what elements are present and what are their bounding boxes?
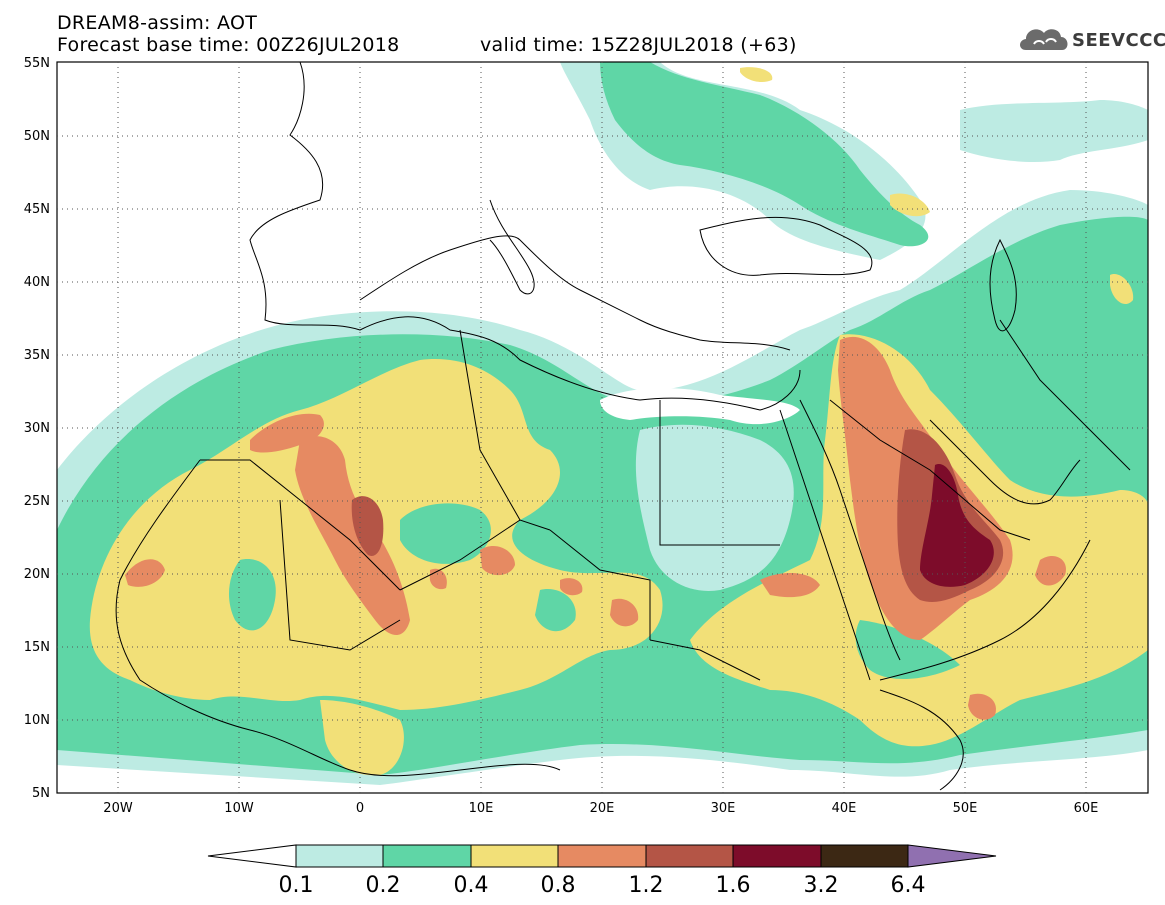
aot-level-0.2-north <box>600 62 929 247</box>
lon-label: 40E <box>832 801 857 816</box>
coast-caspian <box>989 238 1017 332</box>
aot-level-0.8-red-sea <box>760 573 820 598</box>
border-sudan <box>649 639 761 681</box>
valid-time: valid time: 15Z28JUL2018 (+63) <box>480 34 797 56</box>
lon-label: 30E <box>711 801 736 816</box>
colorbar-label: 6.4 <box>891 873 926 898</box>
border-algeria <box>200 459 401 591</box>
aot-level-0.4-caspian <box>1110 274 1134 305</box>
lat-label: 45N <box>24 202 50 217</box>
colorbar-segment <box>557 844 647 868</box>
forecast-base-time: Forecast base time: 00Z26JUL2018 <box>57 34 400 56</box>
aot-level-0.1-east <box>960 100 1148 162</box>
lat-labels: 55N 50N 45N 40N 35N 30N 25N 20N 15N 10N … <box>24 56 50 801</box>
aot-level-0.1-egypt <box>635 424 794 591</box>
coast-horn <box>879 689 964 791</box>
lon-label: 10E <box>469 801 494 816</box>
colorbar-label: 3.2 <box>804 873 839 898</box>
aot-level-0.8-sahara-3 <box>480 545 515 576</box>
colorbar <box>207 844 997 868</box>
aot-clear-egypt <box>600 388 800 425</box>
aot-level-0.2-hole-3 <box>535 589 576 632</box>
coast-italy <box>489 199 535 295</box>
graticule <box>57 62 1148 793</box>
aot-level-0.4-guinea <box>320 700 404 776</box>
border-libya <box>459 329 521 521</box>
lon-labels: 20W 10W 0 10E 20E 30E 40E 50E 60E <box>103 801 1098 816</box>
coast-arabia-south <box>879 539 1091 681</box>
aot-level-0.8-oman <box>1035 555 1066 586</box>
border-niger <box>399 519 551 591</box>
border-iran <box>999 319 1131 471</box>
lat-label: 20N <box>24 567 50 582</box>
aot-level-0.8-sahara-1 <box>295 436 410 635</box>
border-saudi <box>829 399 1031 541</box>
border-chad <box>549 529 651 640</box>
lat-label: 40N <box>24 275 50 290</box>
coast-mediterranean-north <box>359 235 791 351</box>
coast-red-sea <box>779 409 871 681</box>
coastlines <box>115 61 1131 791</box>
lat-label: 30N <box>24 421 50 436</box>
lon-label: 10W <box>224 801 254 816</box>
map-title: DREAM8-assim: AOT <box>57 12 258 34</box>
lon-label: 60E <box>1074 801 1099 816</box>
lat-label: 50N <box>24 129 50 144</box>
colorbar-label: 0.8 <box>541 873 576 898</box>
aot-level-0.8-sahara-5 <box>610 598 639 627</box>
aot-level-0.8-somalia <box>968 693 996 720</box>
seevccc-logo: SEEVCCC <box>1016 22 1165 62</box>
aot-level-0.8-sahara-6 <box>560 578 583 596</box>
colorbar-segment <box>382 844 472 868</box>
coast-africa-west <box>115 459 561 777</box>
aot-level-0.4-north <box>740 67 773 83</box>
coast-black-sea <box>699 216 873 276</box>
lat-label: 35N <box>24 348 50 363</box>
aot-level-0.4-blacksea <box>890 193 930 217</box>
cloud-icon <box>1020 29 1068 50</box>
colorbar-segment <box>645 844 734 868</box>
lat-label: 10N <box>24 713 50 728</box>
colorbar-segment <box>820 844 909 868</box>
colorbar-segment <box>732 844 822 868</box>
aot-level-1.6-arabia <box>920 464 994 587</box>
aot-level-0.8-sahara-4 <box>125 559 165 587</box>
lat-label: 55N <box>24 56 50 71</box>
aot-level-0.8-sahara-2 <box>250 413 324 453</box>
colorbar-segment <box>295 844 384 868</box>
lat-label: 5N <box>32 786 50 801</box>
lon-label: 0 <box>356 801 364 816</box>
coast-persian-gulf <box>929 419 1081 505</box>
lon-label: 20W <box>103 801 133 816</box>
colorbar-label: 0.4 <box>454 873 489 898</box>
colorbar-segment <box>470 844 559 868</box>
lon-label: 20E <box>590 801 615 816</box>
colorbar-label: 1.2 <box>629 873 664 898</box>
colorbar-label: 1.6 <box>716 873 751 898</box>
logo-text: SEEVCCC <box>1072 30 1165 51</box>
aot-level-0.2-hole <box>400 503 491 564</box>
colorbar-label: 0.2 <box>366 873 401 898</box>
aot-level-0.2-west <box>57 560 60 740</box>
border-mali <box>279 499 401 651</box>
aot-level-0.2-yemen-hole <box>855 620 960 680</box>
aot-level-1.2-sahara <box>351 496 384 556</box>
colorbar-labels: 0.1 0.2 0.4 0.8 1.2 1.6 3.2 6.4 <box>279 873 926 898</box>
aot-level-0.2-hole-2 <box>228 559 276 631</box>
colorbar-under-triangle <box>207 844 297 868</box>
coast-red-sea-east <box>799 399 901 661</box>
colorbar-label: 0.1 <box>279 873 314 898</box>
lon-label: 50E <box>953 801 978 816</box>
colorbar-over-triangle <box>907 844 997 868</box>
lat-label: 25N <box>24 494 50 509</box>
lat-label: 15N <box>24 640 50 655</box>
coast-europe <box>249 61 801 411</box>
border-egypt <box>659 400 780 546</box>
